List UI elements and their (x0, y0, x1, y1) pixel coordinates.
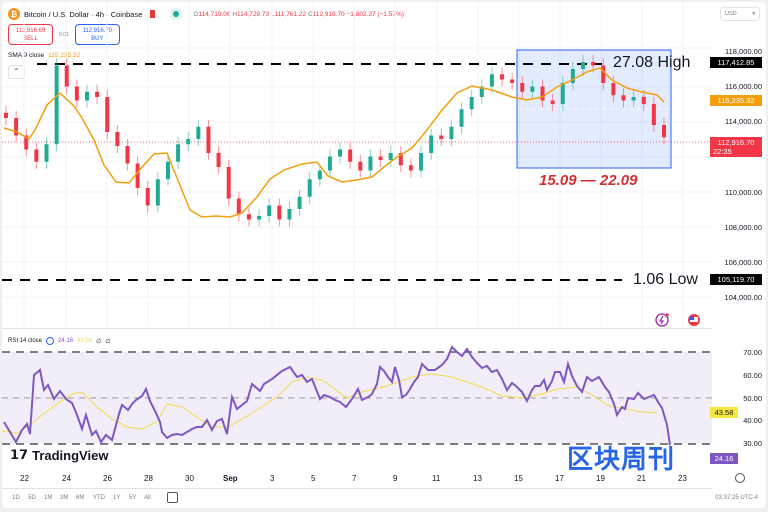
tf-6m[interactable]: 6M (76, 495, 85, 501)
tf-all[interactable]: All (144, 495, 151, 501)
tf-1y[interactable]: 1Y (113, 495, 121, 501)
date-range-label[interactable]: 15.09 — 22.09 (539, 172, 638, 189)
tf-ytd[interactable]: YTD (93, 495, 105, 501)
high-price-tag: 117,412.85 (710, 57, 762, 68)
time-tick: 15 (514, 474, 523, 483)
loading-icon (46, 337, 55, 345)
time-tick: 17 (555, 474, 564, 483)
time-tick: 26 (103, 474, 112, 483)
price-tick: 104,000.00 (724, 293, 762, 302)
price-tick: 108,000.00 (724, 223, 762, 232)
rsi-value-tag: 24.16 (710, 453, 738, 464)
chevron-down-icon: ▾ (752, 11, 755, 17)
time-tick: 5 (311, 474, 316, 483)
footer-separator (2, 488, 712, 489)
time-tick: 11 (432, 474, 441, 483)
settings-gear-icon[interactable] (735, 473, 745, 483)
market-open-icon (173, 11, 180, 17)
time-tick: 13 (473, 474, 482, 483)
time-tick: 7 (352, 474, 357, 483)
tv-logo-icon: 𝟭𝟳 (10, 447, 29, 462)
watermark: 区块周刊 (567, 444, 676, 474)
goto-date-icon[interactable] (167, 492, 178, 503)
rsi-tick: 40.00 (743, 416, 762, 425)
sell-button[interactable]: 112,916.69 SELL (8, 24, 53, 45)
high-annotation[interactable]: 27.08 High (613, 54, 691, 71)
symbol-header: ₿ Bitcoin / U.S. Dollar · 4h · Coinbase … (8, 6, 404, 22)
price-tick: 114,000.00 (725, 117, 762, 126)
low-price-tag: 105,119.70 (710, 274, 762, 285)
tradingview-logo[interactable]: 𝟭𝟳 TradingView (10, 447, 109, 463)
time-tick: 3 (270, 474, 275, 483)
trade-panel: 112,916.69 SELL 0.01 112,916.70 BUY (8, 24, 120, 45)
clock[interactable]: 03:37:25 UTC-4 (715, 495, 758, 501)
rsi-legend[interactable]: RSI 14 close 24.16 43.58 ∅ ∅ (8, 337, 111, 345)
pane-separator[interactable] (2, 328, 712, 329)
time-tick: 19 (596, 474, 605, 483)
time-tick: 21 (637, 474, 646, 483)
spread-value: 0.01 (59, 31, 69, 38)
lightning-icon (655, 313, 669, 327)
price-tick: 110,000.00 (725, 188, 762, 197)
price-tick: 116,000.00 (725, 82, 762, 91)
time-tick: 30 (185, 474, 194, 483)
price-tick: 106,000.00 (724, 258, 762, 267)
ohlc-values: O114,719.06 H114,729.73 L111,761.22 C112… (193, 10, 404, 18)
rsi-tick: 50.00 (743, 394, 762, 403)
toolbar-icons (655, 313, 700, 327)
tf-5y[interactable]: 5Y (129, 495, 137, 501)
price-chart[interactable] (2, 2, 766, 327)
currency-select[interactable]: USD ▾ (720, 7, 760, 21)
sma-legend[interactable]: SMA 9 close 115,235.32 (8, 52, 81, 59)
time-tick: Sep (223, 474, 238, 483)
sma-price-tag: 115,235.32 (710, 95, 762, 106)
buy-button[interactable]: 112,916.70 BUY (74, 24, 120, 45)
tf-1m[interactable]: 1M (44, 495, 53, 501)
time-tick: 9 (393, 474, 398, 483)
symbol-title[interactable]: Bitcoin / U.S. Dollar · 4h · Coinbase (24, 9, 143, 19)
bitcoin-icon: ₿ (8, 8, 20, 20)
collapse-legend-button[interactable]: ⌃ (8, 65, 25, 79)
tf-3m[interactable]: 3M (60, 495, 69, 501)
time-tick: 28 (144, 474, 153, 483)
time-tick: 24 (62, 474, 71, 483)
last-price-tag: 112,916.70 22:35 (710, 137, 762, 157)
low-annotation[interactable]: 1.06 Low (633, 271, 698, 288)
rsi-chart[interactable] (2, 337, 712, 452)
flag-icon[interactable] (150, 10, 156, 18)
tf-5d[interactable]: 5D (28, 495, 36, 501)
tf-1d[interactable]: 1D (12, 495, 20, 501)
rsi-tick: 30.00 (743, 439, 762, 448)
time-tick: 22 (20, 474, 29, 483)
rsi-tick: 60.00 (743, 371, 762, 380)
rsi-ma-tag: 43.58 (710, 407, 738, 418)
time-tick: 23 (678, 474, 687, 483)
price-tick: 118,000.00 (725, 47, 762, 56)
rsi-tick: 70.00 (743, 348, 762, 357)
